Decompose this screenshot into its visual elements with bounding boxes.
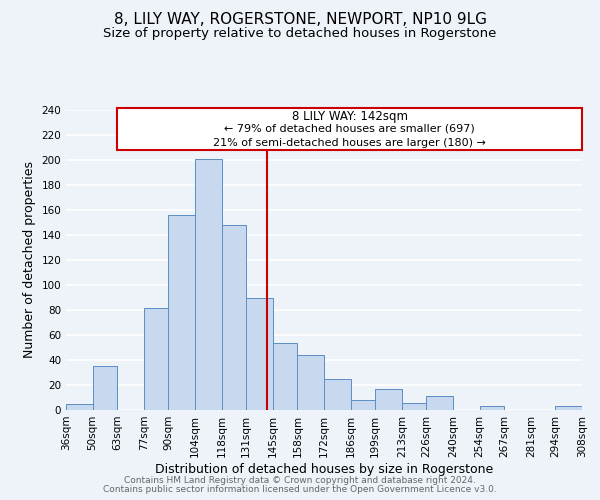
Bar <box>169 215 195 410</box>
Bar <box>246 298 273 410</box>
Bar <box>195 159 221 410</box>
Bar <box>479 406 504 410</box>
Text: 21% of semi-detached houses are larger (180) →: 21% of semi-detached houses are larger (… <box>213 138 486 147</box>
Text: Contains public sector information licensed under the Open Government Licence v3: Contains public sector information licen… <box>103 485 497 494</box>
X-axis label: Distribution of detached houses by size in Rogerstone: Distribution of detached houses by size … <box>155 462 493 475</box>
Bar <box>427 396 453 410</box>
Bar <box>273 342 298 410</box>
Text: Size of property relative to detached houses in Rogerstone: Size of property relative to detached ho… <box>103 28 497 40</box>
Text: ← 79% of detached houses are smaller (697): ← 79% of detached houses are smaller (69… <box>224 124 475 134</box>
Bar <box>324 379 350 410</box>
Bar <box>92 366 117 410</box>
Y-axis label: Number of detached properties: Number of detached properties <box>23 162 36 358</box>
Bar <box>556 406 582 410</box>
Bar <box>402 402 427 410</box>
Text: 8 LILY WAY: 142sqm: 8 LILY WAY: 142sqm <box>292 110 407 123</box>
Bar <box>298 355 324 410</box>
Bar <box>144 308 169 410</box>
Bar <box>66 404 92 410</box>
Bar <box>221 225 246 410</box>
Text: Contains HM Land Registry data © Crown copyright and database right 2024.: Contains HM Land Registry data © Crown c… <box>124 476 476 485</box>
Bar <box>375 389 402 410</box>
Bar <box>350 400 375 410</box>
FancyBboxPatch shape <box>117 108 582 150</box>
Text: 8, LILY WAY, ROGERSTONE, NEWPORT, NP10 9LG: 8, LILY WAY, ROGERSTONE, NEWPORT, NP10 9… <box>113 12 487 28</box>
